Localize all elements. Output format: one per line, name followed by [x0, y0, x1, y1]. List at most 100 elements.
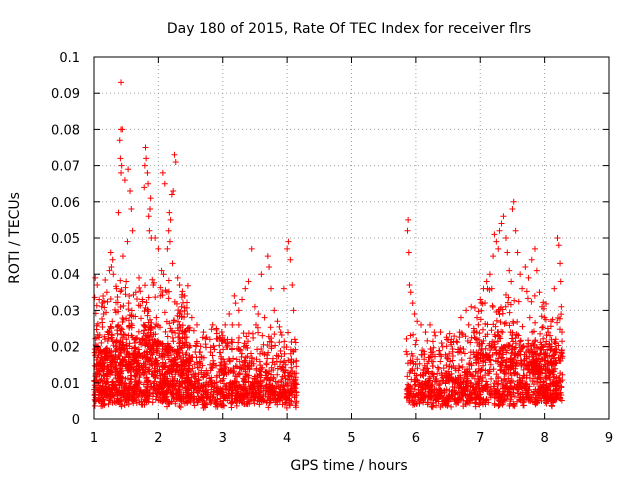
data-point: [285, 329, 292, 336]
data-point: [528, 346, 535, 353]
data-point: [129, 356, 136, 363]
data-point: [156, 352, 163, 359]
data-point: [101, 304, 108, 311]
data-point: [105, 329, 112, 336]
data-point: [554, 319, 561, 326]
data-point: [261, 351, 268, 358]
data-point: [120, 331, 127, 338]
data-point: [145, 213, 152, 220]
y-tick-label: 0: [72, 413, 80, 428]
data-point: [456, 329, 463, 336]
data-point: [514, 249, 521, 256]
data-point: [128, 389, 135, 396]
data-point: [184, 311, 191, 318]
data-point: [204, 389, 211, 396]
data-point: [559, 338, 566, 345]
data-point: [557, 278, 564, 285]
data-point: [522, 381, 529, 388]
y-tick-label: 0.09: [51, 87, 80, 102]
data-point: [169, 260, 176, 267]
data-point: [280, 285, 287, 292]
y-tick-label: 0.01: [51, 377, 80, 392]
data-point: [214, 335, 221, 342]
data-point: [170, 319, 177, 326]
data-point: [472, 403, 479, 410]
data-point: [428, 403, 435, 410]
data-point: [271, 331, 278, 338]
data-point: [92, 335, 99, 342]
data-point: [179, 383, 186, 390]
data-point: [254, 346, 261, 353]
data-point: [281, 338, 288, 345]
data-point: [480, 285, 487, 292]
data-point: [228, 404, 235, 411]
data-point: [416, 400, 423, 407]
data-point: [118, 79, 125, 86]
data-point: [559, 329, 566, 336]
data-point: [176, 345, 183, 352]
data-point: [98, 377, 105, 384]
data-point: [406, 282, 413, 289]
data-point: [517, 337, 524, 344]
data-point: [497, 319, 504, 326]
data-point: [159, 363, 166, 370]
data-point: [476, 377, 483, 384]
data-point: [512, 384, 519, 391]
data-point: [220, 346, 227, 353]
data-point: [180, 299, 187, 306]
data-point: [203, 334, 210, 341]
data-point: [255, 311, 262, 318]
data-point: [109, 369, 116, 376]
data-point: [216, 342, 223, 349]
data-point: [175, 307, 182, 314]
data-point: [178, 370, 185, 377]
data-point: [198, 354, 205, 361]
data-point: [524, 344, 531, 351]
data-point: [528, 256, 535, 263]
data-point: [156, 324, 163, 331]
data-point: [117, 327, 124, 334]
data-point: [109, 332, 116, 339]
data-point: [112, 354, 119, 361]
data-point: [406, 399, 413, 406]
data-point: [217, 349, 224, 356]
data-point: [232, 300, 239, 307]
data-point: [146, 368, 153, 375]
data-point: [133, 391, 140, 398]
data-point: [218, 367, 225, 374]
data-point: [255, 329, 262, 336]
data-point: [414, 318, 421, 325]
data-point: [188, 314, 195, 321]
data-point: [455, 382, 462, 389]
data-point: [171, 361, 178, 368]
data-point: [100, 389, 107, 396]
data-point: [251, 375, 258, 382]
data-point: [277, 359, 284, 365]
data-point: [109, 256, 116, 263]
data-point: [266, 263, 273, 270]
data-point: [475, 308, 482, 315]
data-point: [490, 253, 497, 260]
data-point: [124, 238, 131, 245]
data-point: [531, 245, 538, 252]
data-point: [113, 285, 120, 292]
data-point: [165, 295, 172, 302]
data-point: [141, 184, 148, 191]
data-point: [491, 343, 498, 350]
data-point: [509, 329, 516, 336]
data-point: [496, 227, 503, 234]
data-point: [443, 354, 450, 361]
data-point: [268, 285, 275, 292]
data-point: [191, 372, 198, 379]
data-point: [475, 401, 482, 408]
data-point: [263, 361, 270, 368]
data-point: [501, 320, 508, 327]
data-point: [491, 402, 498, 409]
data-point: [537, 358, 544, 365]
data-point: [134, 392, 141, 399]
data-point: [492, 347, 499, 354]
data-point: [448, 336, 455, 343]
data-point: [429, 338, 436, 345]
data-point: [471, 328, 478, 335]
data-point: [149, 362, 156, 369]
